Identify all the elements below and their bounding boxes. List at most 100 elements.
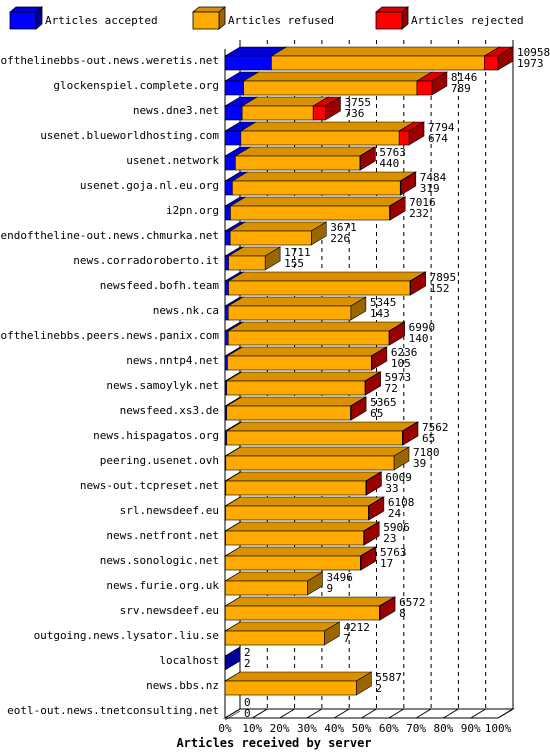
bar-row [223, 146, 377, 171]
bar-refused [234, 146, 376, 171]
server-label: endofthelinebbs-out.news.weretis.net [0, 54, 219, 67]
bar-row [223, 371, 382, 396]
bar-rejected [349, 396, 368, 421]
total-value-label: 3496 [326, 571, 353, 584]
server-label: usenet.goja.nl.eu.org [80, 179, 219, 192]
bar-refused [229, 221, 328, 246]
server-label: endofthelinebbs.peers.news.panix.com [0, 329, 219, 342]
total-value-label: 7895 [430, 271, 457, 284]
bar-row [223, 471, 383, 496]
bar-refused [224, 521, 380, 546]
accepted-value-label: 23 [383, 532, 396, 545]
tick-mark [224, 708, 241, 719]
bar-row [223, 321, 406, 346]
bar-refused [227, 296, 367, 321]
server-label: usenet.blueworldhosting.com [40, 129, 219, 142]
server-label: newsfeed.bofh.team [100, 279, 220, 292]
tick-mark [415, 708, 432, 719]
bar-refused [226, 346, 388, 371]
accepted-value-label: 2 [375, 682, 382, 695]
server-label: news.dne3.net [133, 104, 219, 117]
accepted-value-label: 319 [420, 182, 440, 195]
bar-refused [227, 246, 282, 271]
bar-rejected [367, 496, 385, 521]
server-label: news.bbs.nz [146, 679, 219, 692]
total-value-label: 7016 [409, 196, 436, 209]
bar-rejected [401, 421, 420, 446]
bar-rejected [359, 546, 378, 571]
total-value-label: 5906 [383, 521, 410, 534]
total-value-label: 10958 [517, 46, 550, 59]
bar-rejected [409, 271, 427, 296]
bar-row [223, 646, 242, 671]
legend-swatch [192, 11, 220, 30]
bar-row [223, 296, 367, 321]
bars [223, 46, 515, 721]
total-value-label: 7794 [428, 121, 455, 134]
bar-rejected [378, 596, 397, 621]
server-label: localhost [159, 654, 219, 667]
x-axis-label: Articles received by server [176, 736, 371, 750]
accepted-value-label: 17 [380, 557, 393, 570]
bar-rejected [312, 96, 342, 121]
total-value-label: 6236 [391, 346, 418, 359]
bar-rejected [398, 121, 426, 146]
server-label: peering.usenet.ovh [100, 454, 219, 467]
bar-rejected [415, 71, 449, 96]
bar-row [223, 521, 381, 546]
x-tick-label: 100% [485, 722, 512, 735]
legend-item-3: Articles rejected [374, 6, 524, 30]
accepted-value-label: 24 [388, 507, 402, 520]
x-tick-label: 70% [406, 722, 426, 735]
bar-row [224, 710, 241, 721]
bar-rejected [483, 46, 515, 71]
bar-rejected [363, 371, 382, 396]
x-tick-label: 40% [324, 722, 344, 735]
accepted-value-label: 105 [391, 357, 411, 370]
x-tick-label: 60% [379, 722, 399, 735]
legend-label: Articles refused [228, 14, 334, 27]
bar-refused [224, 571, 324, 596]
labels: endofthelinebbs-out.news.weretis.net 1095… [0, 46, 550, 720]
server-label: news.hispagatos.org [93, 429, 219, 442]
accepted-value-label: 39 [413, 457, 426, 470]
x-tick-label: 90% [461, 722, 481, 735]
tick-mark [388, 708, 405, 719]
server-label: news.nk.ca [153, 304, 219, 317]
total-value-label: 8146 [451, 71, 478, 84]
server-label: glockenspiel.complete.org [53, 79, 219, 92]
accepted-value-label: 143 [370, 307, 390, 320]
bar-refused [229, 196, 406, 221]
bar-row [223, 596, 397, 621]
tick-mark [279, 708, 295, 719]
total-value-label: 5345 [370, 296, 397, 309]
total-value-label: 3755 [344, 96, 371, 109]
total-value-label: 7484 [420, 171, 447, 184]
server-label: news.nntp4.net [126, 354, 219, 367]
accepted-value-label: 440 [379, 157, 399, 170]
server-label: news.sonologic.net [100, 554, 219, 567]
tick-mark [252, 708, 268, 719]
total-value-label: 6572 [399, 596, 426, 609]
server-label: srl.newsdeef.eu [120, 504, 219, 517]
tick-mark [306, 708, 323, 719]
server-label: usenet.network [126, 154, 219, 167]
total-value-label: 5763 [379, 146, 406, 159]
x-tick-label: 80% [433, 722, 453, 735]
total-value-label: 5587 [375, 671, 402, 684]
server-label: news.netfront.net [106, 529, 219, 542]
total-value-label: 6009 [385, 471, 412, 484]
bar-refused [239, 121, 416, 146]
bar-row [223, 546, 378, 571]
server-label: newsfeed.xs3.de [120, 404, 219, 417]
bar-refused [223, 671, 373, 696]
server-label: news.corradoroberto.it [73, 254, 219, 267]
bar-rejected [387, 321, 406, 346]
bar-row [223, 421, 420, 446]
accepted-value-label: 736 [344, 107, 364, 120]
accepted-value-label: 232 [409, 207, 429, 220]
bar-refused [225, 396, 367, 421]
total-value-label: 7180 [413, 446, 440, 459]
bar-row [223, 671, 373, 696]
